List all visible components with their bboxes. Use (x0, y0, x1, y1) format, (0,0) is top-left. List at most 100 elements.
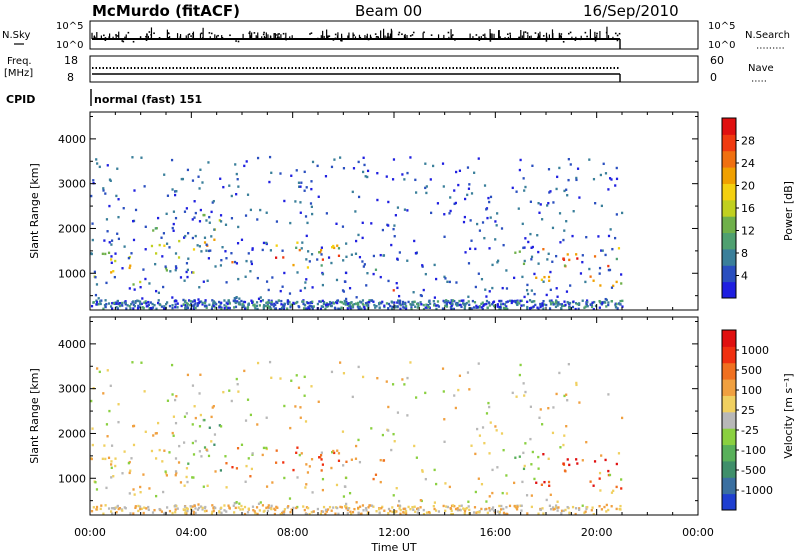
range-gate-cell (364, 302, 368, 305)
range-gate-cell (183, 210, 187, 213)
range-gate-cell (332, 302, 336, 305)
range-gate-cell (574, 507, 578, 510)
range-gate-cell (591, 506, 594, 509)
range-gate-cell (357, 306, 360, 310)
range-gate-cell (105, 218, 109, 221)
nsearch-point (237, 40, 240, 43)
range-gate-cell (476, 305, 479, 309)
range-gate-cell (205, 509, 208, 513)
range-gate-cell (255, 506, 259, 509)
range-gate-cell (322, 505, 326, 509)
range-gate-cell (282, 256, 285, 259)
cpid-label: CPID (6, 93, 35, 106)
nsearch-label: N.Search (745, 30, 790, 41)
range-gate-cell (547, 275, 551, 279)
range-gate-cell (219, 177, 222, 180)
range-gate-cell (306, 471, 310, 474)
range-gate-cell (305, 186, 308, 189)
range-gate-cell (186, 306, 190, 310)
range-gate-cell (158, 448, 161, 452)
range-gate-cell (205, 304, 208, 308)
range-gate-cell (237, 302, 241, 306)
range-gate-cell (412, 508, 415, 511)
range-gate-cell (524, 237, 527, 240)
range-gate-cell (372, 505, 375, 508)
range-gate-cell (614, 184, 617, 187)
range-gate-cell (464, 507, 467, 511)
nsearch-point (618, 32, 621, 35)
range-gate-cell (381, 433, 384, 437)
range-gate-cell (174, 470, 178, 473)
range-gate-cell (485, 507, 488, 511)
range-gate-cell (163, 305, 166, 308)
range-gate-cell (530, 505, 533, 509)
range-gate-cell (500, 432, 504, 435)
range-gate-cell (605, 503, 608, 507)
range-gate-cell (322, 302, 325, 306)
nsearch-point (145, 35, 147, 38)
range-gate-cell (362, 156, 365, 160)
range-gate-cell (132, 307, 135, 310)
range-gate-cell (520, 509, 523, 512)
range-gate-cell (571, 305, 575, 309)
range-gate-cell (422, 512, 426, 516)
range-gate-cell (267, 306, 270, 309)
range-gate-cell (547, 201, 550, 205)
range-gate-cell (245, 160, 248, 163)
range-gate-cell (228, 306, 232, 310)
range-gate-cell (617, 247, 621, 250)
range-gate-cell (398, 302, 401, 305)
range-gate-cell (594, 202, 597, 205)
range-gate-cell (433, 263, 436, 267)
range-gate-cell (283, 271, 286, 275)
range-gate-cell (327, 256, 331, 259)
range-gate-cell (337, 307, 340, 311)
range-gate-cell (396, 286, 399, 290)
range-gate-cell (134, 300, 137, 303)
range-gate-cell (406, 171, 409, 175)
range-gate-cell (235, 295, 238, 299)
range-gate-cell (459, 303, 462, 307)
range-gate-cell (415, 191, 418, 194)
range-gate-cell (620, 487, 623, 490)
range-gate-cell (414, 178, 417, 182)
range-gate-cell (551, 226, 555, 230)
range-gate-cell (115, 306, 118, 309)
range-gate-cell (511, 186, 514, 190)
range-gate-cell (234, 163, 237, 166)
range-gate-cell (165, 302, 168, 306)
range-gate-cell (599, 300, 602, 304)
range-gate-cell (397, 299, 400, 302)
range-gate-cell (498, 307, 501, 310)
range-gate-cell (462, 302, 465, 305)
range-gate-cell (325, 302, 328, 305)
range-gate-cell (128, 266, 131, 270)
range-gate-cell (357, 365, 360, 369)
range-gate-cell (114, 259, 117, 263)
colorbar-swatch (722, 183, 736, 201)
range-gate-cell (235, 262, 239, 265)
range-gate-cell (357, 160, 360, 164)
range-gate-cell (239, 508, 242, 511)
colorbar-tick-label: 4 (741, 270, 748, 283)
range-gate-cell (556, 301, 559, 305)
range-gate-cell (505, 300, 508, 304)
range-gate-cell (256, 276, 259, 280)
range-gate-cell (132, 238, 136, 242)
range-gate-cell (485, 302, 488, 306)
range-gate-cell (204, 299, 207, 302)
range-gate-cell (491, 286, 494, 290)
range-gate-cell (530, 258, 533, 261)
range-gate-cell (449, 507, 452, 510)
range-gate-cell (510, 299, 513, 303)
range-gate-cell (563, 300, 566, 303)
range-gate-cell (205, 219, 208, 222)
range-gate-cell (316, 258, 319, 261)
range-gate-cell (244, 214, 248, 217)
range-gate-cell (246, 307, 249, 310)
range-gate-cell (610, 300, 614, 303)
range-gate-cell (301, 241, 304, 244)
range-gate-cell (348, 491, 352, 495)
range-gate-cell (275, 244, 278, 247)
range-gate-cell (488, 200, 491, 204)
